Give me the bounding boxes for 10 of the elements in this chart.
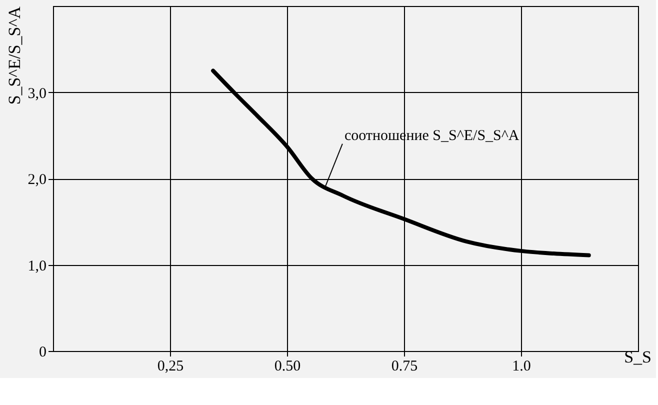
y-axis-title: S_S^E/S_S^A — [4, 6, 24, 105]
y-tick-label: 2,0 — [28, 172, 46, 188]
y-tick-label: 3,0 — [28, 86, 46, 102]
x-tick-label: 0.75 — [391, 358, 418, 374]
x-axis-title: S_S — [624, 348, 652, 366]
x-tick-label: 1.0 — [512, 358, 531, 374]
y-tick-label: 1,0 — [28, 258, 46, 274]
y-tick-label: 0 — [39, 344, 46, 360]
x-tick-label: 0,25 — [157, 358, 184, 374]
x-tick-label: 0.50 — [274, 358, 301, 374]
